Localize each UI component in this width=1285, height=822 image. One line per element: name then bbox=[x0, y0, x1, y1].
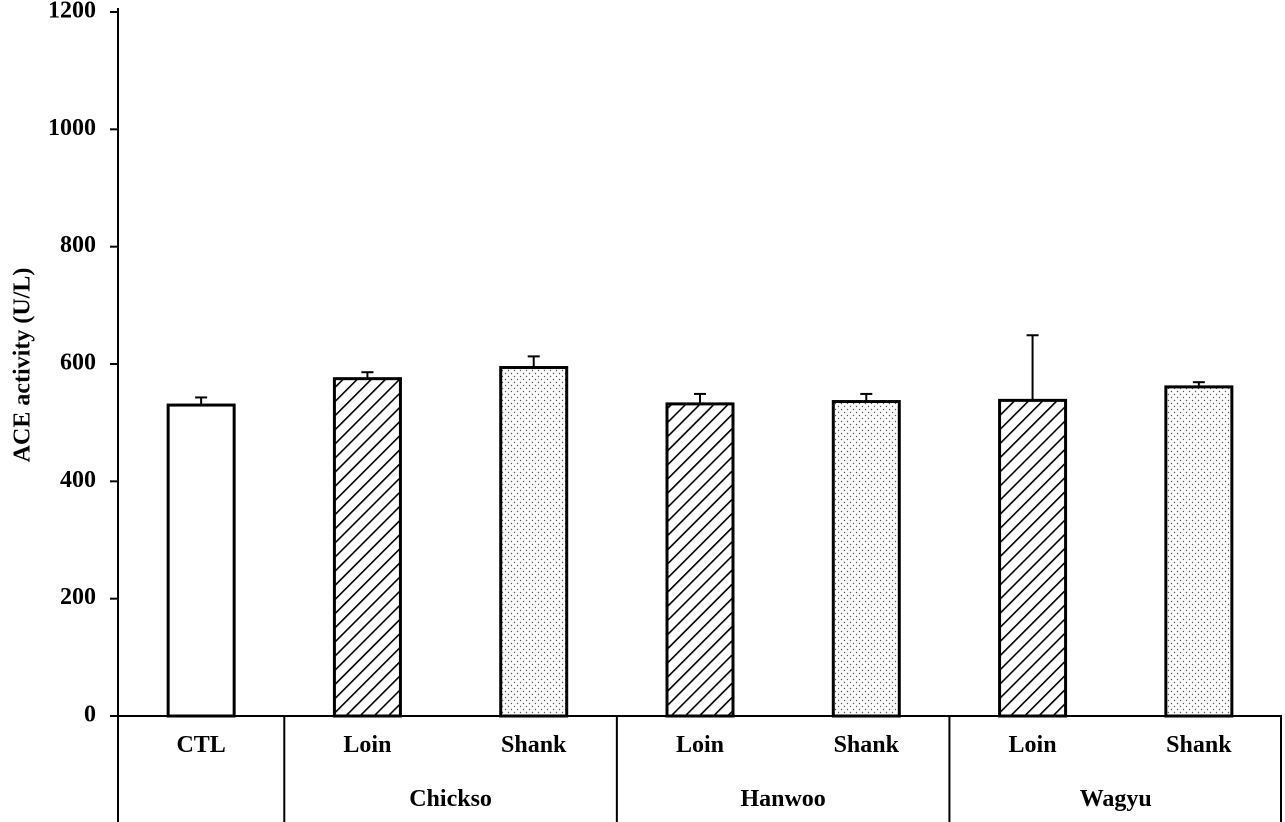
axes-layer bbox=[110, 8, 1282, 822]
group-label: Hanwoo bbox=[740, 786, 825, 812]
x-tick-label: Loin bbox=[1009, 732, 1057, 758]
group-label: Wagyu bbox=[1080, 786, 1152, 812]
x-tick-label: CTL bbox=[176, 732, 225, 758]
y-tick-label: 600 bbox=[60, 350, 96, 376]
y-tick-label: 1200 bbox=[48, 0, 96, 24]
bar bbox=[665, 402, 735, 718]
x-tick-label: Shank bbox=[501, 732, 567, 758]
y-tick-label: 800 bbox=[60, 232, 96, 258]
bars-layer bbox=[166, 334, 1234, 718]
x-tick-label: Shank bbox=[1166, 732, 1232, 758]
y-tick-label: 0 bbox=[84, 702, 96, 728]
y-axis-label: ACE activity (U/L) bbox=[10, 268, 36, 463]
y-tick-label: 400 bbox=[60, 467, 96, 493]
x-tick-label: Loin bbox=[676, 732, 724, 758]
x-tick-label: Shank bbox=[834, 732, 900, 758]
bar bbox=[332, 377, 402, 718]
bar bbox=[831, 400, 901, 718]
y-tick-label: 1000 bbox=[48, 115, 96, 141]
bar bbox=[166, 403, 236, 718]
bar bbox=[1164, 385, 1234, 718]
x-tick-label: Loin bbox=[343, 732, 391, 758]
bar bbox=[998, 398, 1068, 718]
labels-layer: CTL Loin Shank Loin Shank Loin Shank 0 200 400 600… bbox=[48, 0, 1232, 812]
bar bbox=[499, 366, 569, 718]
group-label: Chickso bbox=[409, 786, 492, 812]
y-tick-label: 200 bbox=[60, 584, 96, 610]
